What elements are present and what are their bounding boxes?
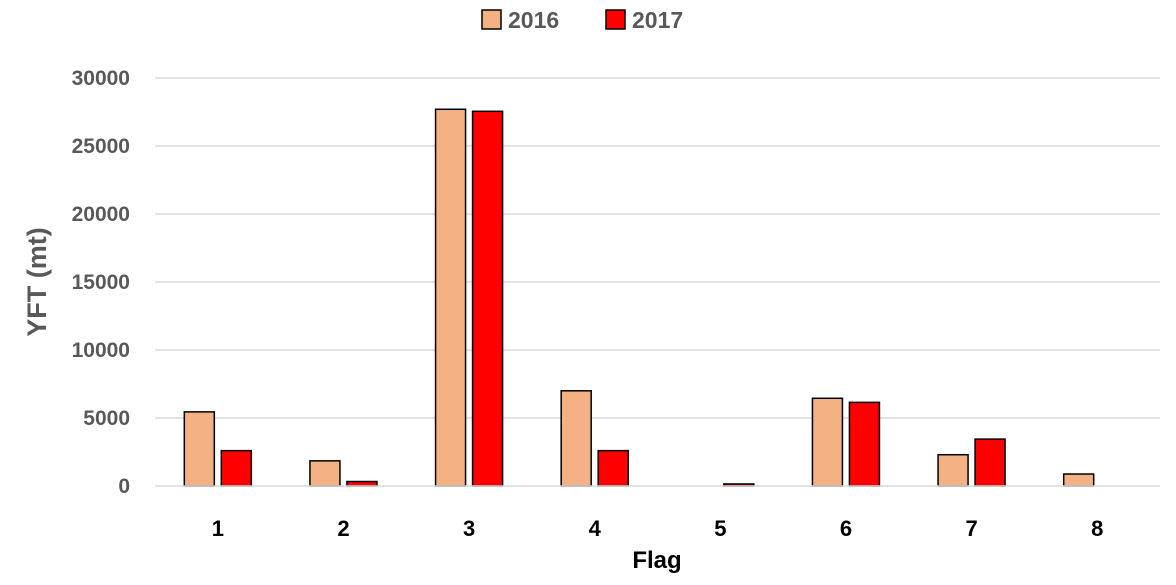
x-tick-label: 1: [212, 516, 224, 541]
bar-2016-flag-1: [183, 411, 216, 487]
y-tick-label: 10000: [72, 339, 130, 362]
bar-2017-flag-7: [974, 438, 1006, 487]
y-tick-label: 15000: [72, 271, 130, 294]
bar-2017-flag-3: [471, 110, 504, 487]
bar-2016-flag-4: [560, 390, 592, 487]
bar-2016-flag-2: [309, 460, 341, 487]
legend: 2016 2017: [481, 7, 683, 33]
x-tick-label: 7: [965, 516, 977, 541]
x-tick-label: 5: [714, 516, 726, 541]
y-tick-label: 0: [118, 475, 130, 498]
x-axis-title: Flag: [632, 547, 681, 574]
bar-2017-flag-1: [220, 449, 253, 487]
x-tick-label: 8: [1091, 516, 1103, 541]
y-axis-tick-labels: 0 5000 10000 15000 20000 25000 30000: [72, 67, 130, 498]
x-tick-label: 3: [463, 516, 475, 541]
y-tick-label: 5000: [83, 407, 130, 430]
legend-label-2017: 2017: [632, 7, 683, 33]
bar-2016-flag-3: [434, 108, 467, 487]
bar-2016-flag-7: [937, 453, 969, 487]
bar-2017-flag-4: [597, 449, 629, 487]
x-tick-label: 6: [840, 516, 852, 541]
y-tick-label: 20000: [72, 203, 130, 226]
gridlines: [155, 77, 1160, 419]
bar-2017-flag-6: [848, 401, 881, 487]
y-axis-title: YFT (mt): [22, 227, 52, 336]
legend-swatch-2017: [605, 9, 626, 30]
x-tick-label: 4: [589, 516, 602, 541]
y-tick-label: 25000: [72, 135, 130, 158]
x-axis-tick-labels: 1 2 3 4 5 6 7 8: [212, 516, 1104, 541]
x-tick-label: 2: [337, 516, 349, 541]
legend-swatch-2016: [481, 9, 502, 30]
legend-label-2016: 2016: [508, 7, 559, 33]
bars: [183, 108, 1095, 487]
y-tick-label: 30000: [72, 67, 130, 90]
bar-2016-flag-8: [1062, 473, 1095, 487]
bar-2016-flag-6: [811, 397, 844, 487]
